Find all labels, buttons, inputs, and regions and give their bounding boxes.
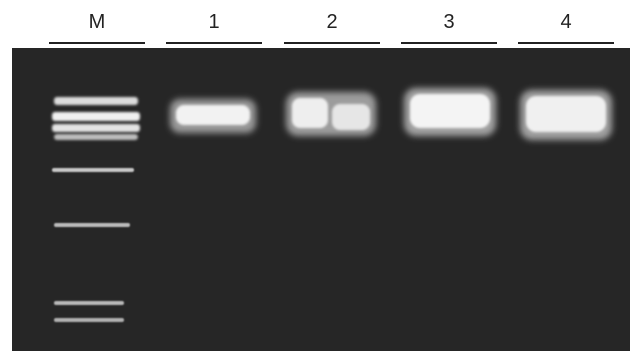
marker-band-upper-1	[52, 112, 140, 121]
lane-label-3: 3	[443, 11, 455, 33]
lane-4-band	[520, 90, 612, 140]
lane-rule-4	[518, 42, 614, 44]
lane-label-m: M	[88, 11, 106, 33]
marker-band-mid-2	[54, 223, 130, 227]
lane-rule-1	[166, 42, 262, 44]
lane-1-band	[170, 99, 256, 133]
gel-bands	[52, 88, 612, 322]
marker-band-low-2	[54, 318, 124, 322]
lane-label-4: 4	[560, 11, 572, 33]
lane-rule-2	[284, 42, 380, 44]
marker-lane	[52, 97, 140, 322]
lane-rule-m	[49, 42, 145, 44]
lane-3-band	[404, 88, 496, 136]
marker-band-upper-3	[54, 134, 138, 140]
marker-band-top	[54, 97, 138, 105]
lane-label-1: 1	[208, 11, 220, 33]
marker-band-low-1	[54, 301, 124, 305]
marker-band-upper-2	[52, 124, 140, 132]
gel-image	[12, 48, 630, 351]
lane-2-band	[286, 92, 376, 136]
lane-label-2: 2	[326, 11, 338, 33]
lane-rule-3	[401, 42, 497, 44]
marker-band-mid-1	[52, 168, 134, 172]
